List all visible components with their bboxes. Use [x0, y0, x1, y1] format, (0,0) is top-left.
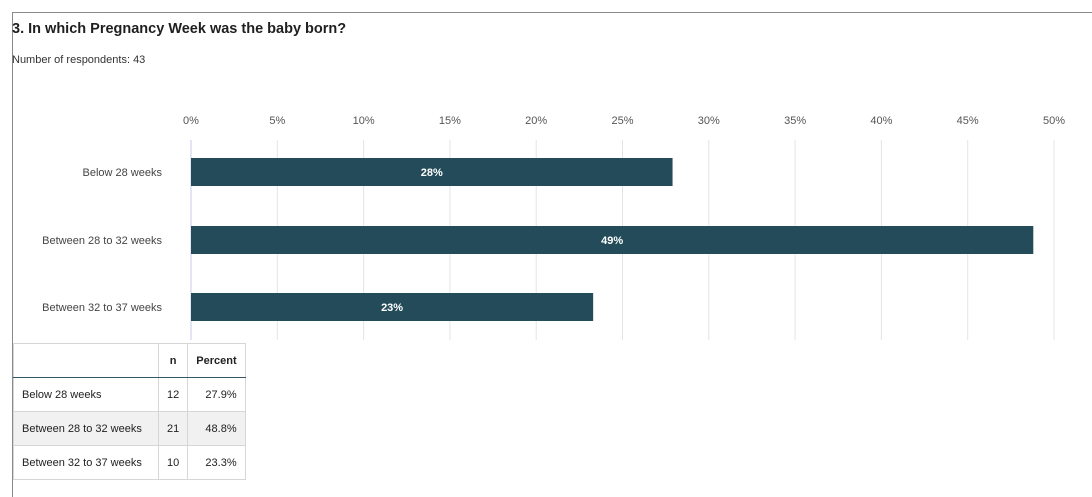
x-tick-label: 35%: [784, 115, 806, 127]
row-percent: 27.9%: [187, 377, 246, 412]
header-n: n: [157, 343, 189, 378]
bar: [191, 293, 594, 321]
x-tick-label: 0%: [183, 115, 199, 127]
x-tick-label: 15%: [439, 115, 461, 127]
table-row: Between 32 to 37 weeks 10 23.3%: [13, 445, 246, 480]
bar-data-label: 28%: [421, 167, 443, 179]
bar-data-label: 49%: [601, 235, 623, 247]
summary-table: n Percent Below 28 weeks 12 27.9% Betwee…: [13, 343, 246, 480]
row-n: 12: [157, 377, 189, 412]
header-percent: Percent: [187, 343, 246, 378]
x-tick-label: 5%: [269, 115, 285, 127]
row-n: 10: [157, 445, 189, 480]
table-row: Below 28 weeks 12 27.9%: [13, 377, 246, 412]
question-title: 3. In which Pregnancy Week was the baby …: [12, 21, 347, 37]
bar-chart: 0% 5% 10% 15% 20% 25% 30% 35% 40% 45% 50% Below 28 …: [42, 115, 1065, 340]
table-header-row: n Percent: [13, 343, 246, 378]
header-category: [13, 343, 159, 378]
category-label: Between 28 to 32 weeks: [42, 235, 162, 247]
row-n: 21: [157, 411, 189, 446]
x-tick-label: 40%: [870, 115, 892, 127]
x-tick-label: 25%: [611, 115, 633, 127]
row-category: Below 28 weeks: [13, 377, 159, 412]
table-row: Between 28 to 32 weeks 21 48.8%: [13, 411, 246, 446]
respondents-count: Number of respondents: 43: [12, 54, 146, 66]
x-tick-label: 30%: [698, 115, 720, 127]
bar-data-label: 23%: [381, 302, 403, 314]
row-category: Between 28 to 32 weeks: [13, 411, 159, 446]
x-tick-label: 20%: [525, 115, 547, 127]
row-percent: 23.3%: [187, 445, 246, 480]
category-label: Between 32 to 37 weeks: [42, 302, 162, 314]
row-category: Between 32 to 37 weeks: [13, 445, 159, 480]
x-tick-label: 10%: [353, 115, 375, 127]
x-tick-label: 50%: [1043, 115, 1065, 127]
bar: [191, 158, 673, 186]
bar: [191, 226, 1034, 254]
x-tick-label: 45%: [957, 115, 979, 127]
category-label: Below 28 weeks: [83, 167, 163, 179]
row-percent: 48.8%: [187, 411, 246, 446]
